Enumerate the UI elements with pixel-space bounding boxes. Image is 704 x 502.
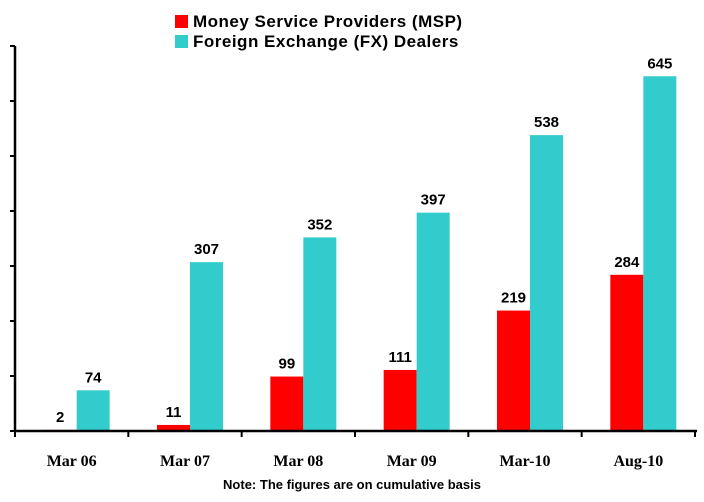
legend: Money Service Providers (MSP) Foreign Ex… [175, 12, 463, 51]
data-label-fx-2: 352 [307, 216, 332, 233]
x-tick-label: Mar-10 [500, 453, 551, 470]
x-tick-label: Mar 08 [273, 453, 323, 470]
data-label-msp-0: 2 [56, 409, 64, 426]
data-label-msp-3: 111 [388, 349, 411, 366]
bar-fx-4 [530, 135, 563, 431]
legend-swatch-fx [175, 35, 188, 48]
bar-fx-1 [190, 262, 223, 431]
data-label-fx-1: 307 [194, 241, 219, 258]
data-label-fx-0: 74 [85, 369, 102, 386]
data-label-msp-1: 11 [166, 404, 182, 421]
bar-msp-5 [610, 274, 644, 431]
bar-msp-4 [497, 310, 530, 431]
x-tick-label: Aug-10 [613, 453, 663, 470]
bar-fx-2 [303, 237, 337, 431]
legend-label-msp: Money Service Providers (MSP) [193, 12, 463, 31]
data-label-fx-3: 397 [421, 192, 446, 209]
bar-fx-3 [416, 212, 450, 431]
bar-msp-3 [383, 369, 417, 431]
bar-msp-2 [270, 376, 304, 431]
bar-fx-0 [76, 390, 110, 431]
bar-msp-1 [157, 424, 190, 431]
legend-swatch-msp [175, 15, 188, 28]
data-label-fx-5: 645 [647, 55, 672, 72]
x-tick-label: Mar 09 [387, 453, 437, 470]
data-label-msp-5: 284 [614, 254, 640, 271]
x-tick-label: Mar 06 [47, 453, 97, 470]
data-label-msp-4: 219 [501, 290, 526, 307]
bar-fx-5 [643, 76, 677, 431]
legend-label-fx: Foreign Exchange (FX) Dealers [193, 32, 459, 51]
data-label-msp-2: 99 [278, 356, 295, 373]
data-label-fx-4: 538 [534, 114, 559, 131]
x-tick-label: Mar 07 [160, 453, 210, 470]
chart-note: Note: The figures are on cumulative basi… [223, 477, 481, 492]
